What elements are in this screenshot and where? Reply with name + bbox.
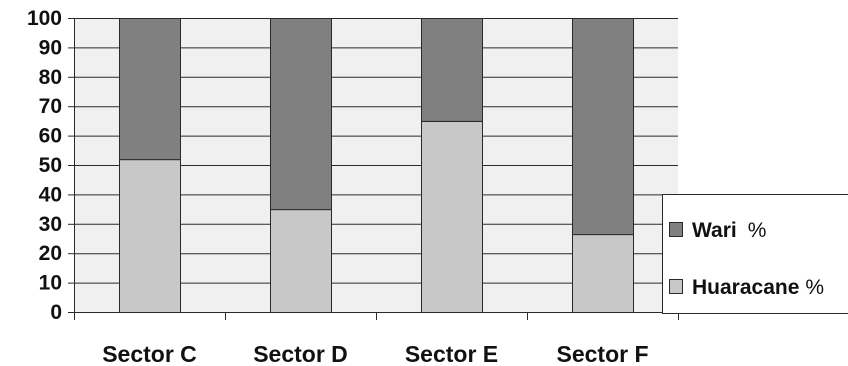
y-tick-label: 10: [39, 272, 62, 295]
bar-segment-wari: [119, 18, 181, 161]
y-tick-label: 30: [39, 213, 62, 236]
legend-label-wari: Wari%: [692, 219, 766, 242]
bar-segment-huaracane: [119, 159, 181, 313]
bars: [119, 18, 634, 314]
y-tick-label: 60: [39, 125, 62, 148]
y-tick-labels: 0 10 20 30 40 50 60 70 80 90 100: [27, 7, 62, 324]
legend-swatch-huaracane: [669, 279, 683, 294]
bar-segment-huaracane: [270, 209, 332, 314]
x-tick-labels: Sector C Sector D Sector E Sector F: [102, 341, 648, 366]
bar-segment-wari: [270, 18, 332, 211]
y-tick-label: 40: [39, 183, 62, 206]
y-tick-label: 70: [39, 95, 62, 118]
x-tick-label: Sector D: [253, 341, 348, 366]
legend-label-huaracane: Huaracane%: [692, 276, 824, 299]
bar-segment-huaracane: [421, 120, 483, 314]
legend-box: [662, 194, 848, 314]
y-tick-label: 80: [39, 66, 62, 89]
y-tick-label: 50: [39, 154, 62, 177]
legend-swatch-wari: [669, 222, 683, 237]
x-tick-label: Sector C: [102, 341, 197, 366]
bar-segment-wari: [421, 18, 483, 122]
axes: [68, 18, 679, 320]
bar-segment-huaracane: [572, 234, 634, 313]
y-tick-label: 90: [39, 36, 62, 59]
y-tick-label: 100: [27, 7, 62, 30]
y-tick-label: 20: [39, 242, 62, 265]
legend: Wari % Huaracane%: [662, 194, 848, 314]
bar-segment-wari: [572, 18, 634, 236]
x-tick-label: Sector E: [405, 341, 498, 366]
x-tick-label: Sector F: [556, 341, 648, 366]
y-tick-label: 0: [50, 301, 62, 324]
